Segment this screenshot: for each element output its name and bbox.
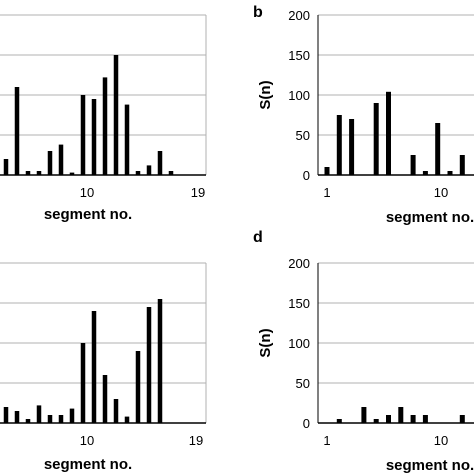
bar: [135, 351, 141, 423]
bar: [336, 115, 342, 175]
bar: [3, 159, 9, 175]
x-axis-label: segment no.: [386, 457, 474, 474]
y-tick-label: 50: [296, 376, 310, 391]
bar: [113, 399, 119, 423]
bar: [398, 407, 404, 423]
bar: [435, 123, 441, 175]
bar: [124, 104, 130, 175]
bar: [422, 415, 428, 423]
bar: [80, 343, 86, 423]
bar: [25, 171, 31, 175]
bar: [69, 172, 75, 175]
y-tick-label: 200: [288, 256, 310, 271]
bar: [47, 415, 53, 423]
y-tick-label: 150: [288, 48, 310, 63]
x-tick-label: 1: [323, 185, 330, 200]
bar: [459, 415, 465, 423]
bar: [168, 171, 174, 175]
panel-d: 0 50 100 150 200 1 10 segment no. S(n) d: [253, 229, 474, 474]
bar: [14, 411, 20, 423]
x-axis-label: segment no.: [44, 456, 132, 473]
y-tick-label: 100: [288, 336, 310, 351]
y-tick-label: 50: [296, 128, 310, 143]
bar: [373, 419, 379, 423]
bar: [69, 408, 75, 423]
bar: [36, 171, 42, 175]
bar: [113, 55, 119, 175]
bar: [58, 415, 64, 423]
bar: [447, 171, 453, 175]
bar: [58, 144, 64, 175]
x-tick-label: 19: [189, 433, 203, 448]
x-tick-label: 10: [434, 433, 448, 448]
panel-b: 0 50 100 150 200 1 10 segment no. S(n) b: [253, 4, 474, 226]
bar: [386, 415, 391, 423]
bar: [349, 119, 355, 175]
panel-letter: d: [253, 229, 263, 246]
y-tick-label: 0: [303, 168, 310, 183]
bar: [102, 77, 108, 175]
bar: [146, 165, 152, 175]
bar: [14, 87, 20, 175]
bar: [157, 151, 163, 175]
bar: [124, 416, 130, 423]
bar: [146, 307, 152, 423]
y-axis-label: S(n): [257, 328, 274, 357]
bar: [47, 151, 53, 175]
y-tick-label: 100: [288, 88, 310, 103]
x-tick-label: 10: [80, 433, 94, 448]
bar: [3, 407, 9, 423]
x-tick-label: 1: [323, 433, 330, 448]
x-axis-label: segment no.: [386, 209, 474, 226]
bar: [386, 91, 391, 175]
bar: [361, 407, 367, 423]
panel-a: 10 19 segment no.: [0, 14, 207, 223]
y-axis-label: S(n): [257, 80, 274, 109]
x-tick-label: 10: [80, 185, 94, 200]
bar: [410, 155, 416, 175]
bar: [36, 405, 42, 423]
bar: [324, 167, 330, 175]
bar: [91, 99, 97, 175]
panel-letter: b: [253, 4, 263, 21]
x-tick-label: 10: [434, 185, 448, 200]
bar: [135, 171, 141, 175]
y-tick-label: 200: [288, 8, 310, 23]
x-axis-label: segment no.: [44, 206, 132, 223]
bar: [410, 415, 416, 423]
bar: [91, 311, 97, 423]
bar: [157, 299, 163, 423]
bar: [336, 419, 342, 423]
bar: [373, 103, 379, 175]
y-tick-label: 0: [303, 416, 310, 431]
y-tick-label: 150: [288, 296, 310, 311]
bar: [25, 419, 31, 423]
x-tick-label: 19: [191, 185, 205, 200]
panel-c: 10 19 segment no.: [0, 262, 207, 473]
bar: [459, 155, 465, 175]
bar: [80, 95, 86, 175]
bar: [102, 375, 108, 423]
bar: [422, 171, 428, 175]
